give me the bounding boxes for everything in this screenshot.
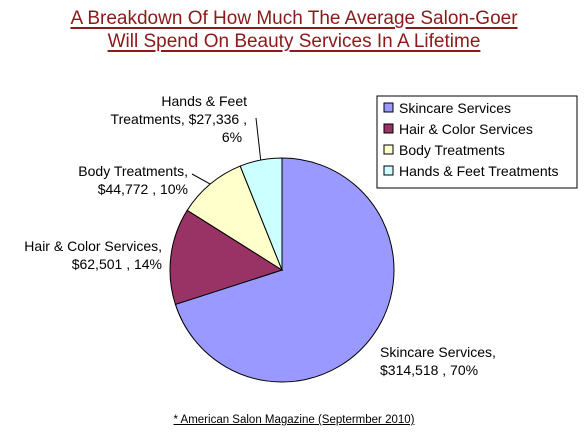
slice-label-line: 6% [222, 129, 242, 145]
slice-label-line: $314,518 , 70% [380, 362, 478, 378]
chart-title-text-2: Will Spend On Beauty Services In A Lifet… [107, 31, 481, 52]
legend-label-hands-and-feet-treatments: Hands & Feet Treatments [399, 163, 559, 179]
legend: Skincare Services Hair & Color Services Bo… [376, 95, 578, 189]
pie-slice-hands-and-feet-treatments [239, 157, 283, 271]
slice-label-line: Body Treatments, [78, 163, 188, 179]
slice-label-line: Skincare Services, [380, 344, 496, 360]
slice-label-line: Hands & Feet [161, 93, 247, 109]
pie-slice-skincare-services [174, 157, 395, 383]
slice-label-line: Treatments, $27,336 , [111, 111, 247, 127]
slice-label-hair-and-color-services: Hair & Color Services, $62,501 , 14% [24, 238, 162, 272]
legend-label-hair-and-color-services: Hair & Color Services [399, 121, 533, 137]
slice-label-line: $44,772 , 10% [98, 181, 188, 197]
slice-label-skincare-services: Skincare Services, $314,518 , 70% [380, 344, 496, 378]
chart-title-line-2: Will Spend On Beauty Services In A Lifet… [0, 31, 588, 53]
chart-title-text-1: A Breakdown Of How Much The Average Salo… [70, 8, 518, 29]
leader-lines [191, 117, 262, 185]
legend-label-body-treatments: Body Treatments [399, 142, 505, 158]
legend-swatch-skincare-services [383, 102, 394, 113]
slice-label-line: $62,501 , 14% [72, 256, 162, 272]
legend-swatch-hands-and-feet-treatments [383, 165, 394, 176]
chart-title-line-1: A Breakdown Of How Much The Average Salo… [0, 8, 588, 30]
slice-label-body-treatments: Body Treatments, $44,772 , 10% [78, 163, 188, 197]
legend-label-skincare-services: Skincare Services [399, 100, 511, 116]
leader-line-body-treatments [191, 173, 211, 185]
pie-slice-hair-and-color-services [169, 209, 284, 306]
slice-labels: Skincare Services, $314,518 , 70% Hair & C… [24, 93, 496, 378]
leader-line-hands-and-feet-treatments [255, 117, 262, 161]
pie-slices [169, 157, 395, 383]
slice-label-hands-and-feet-treatments: Hands & Feet Treatments, $27,336 , 6% [111, 93, 248, 145]
source-note: * American Salon Magazine (Septermber 20… [173, 414, 415, 426]
legend-swatch-body-treatments [383, 144, 394, 155]
legend-swatch-hair-and-color-services [383, 123, 394, 134]
legend-box [376, 95, 578, 189]
slice-label-line: Hair & Color Services, [24, 238, 162, 254]
